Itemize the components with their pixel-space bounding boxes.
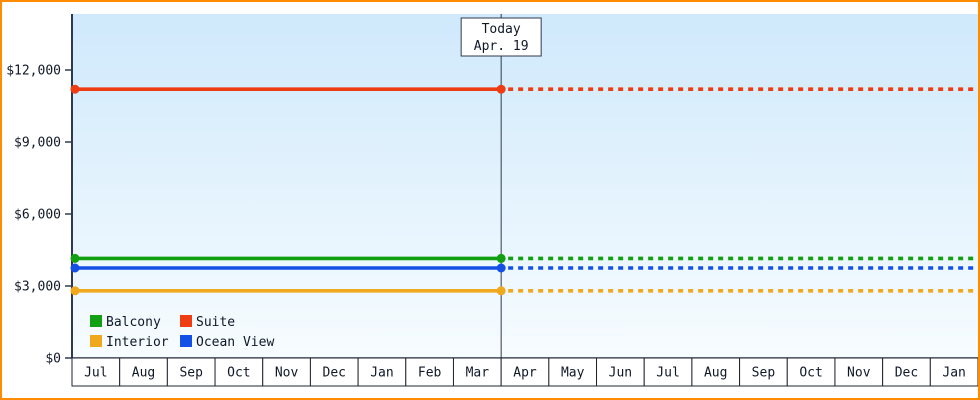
month-label: Jan: [370, 366, 393, 381]
month-cell: [548, 357, 598, 387]
month-cell: [452, 357, 502, 387]
month-label: Jun: [609, 366, 632, 381]
month-label: Aug: [132, 366, 155, 381]
legend-swatch-ocean-view: [180, 335, 192, 347]
series-today-dot-balcony: [496, 253, 506, 263]
series-start-dot-ocean-view: [70, 263, 80, 273]
series-start-dot-suite: [70, 84, 80, 94]
month-cell: [739, 357, 788, 387]
month-cell: [214, 357, 264, 387]
y-axis-label: $12,000: [6, 64, 61, 79]
month-label: Nov: [847, 366, 871, 381]
month-cell: [357, 357, 407, 387]
month-cell: [119, 357, 168, 387]
series-start-dot-balcony: [70, 253, 80, 263]
legend-label-interior: Interior: [106, 335, 169, 350]
month-label: Jul: [656, 366, 679, 381]
month-cell: [596, 357, 645, 387]
month-label: Jul: [84, 366, 107, 381]
month-cell: [262, 357, 311, 387]
month-label: Nov: [275, 366, 299, 381]
month-cell: [786, 357, 836, 387]
month-label: Feb: [418, 366, 442, 381]
month-label: Dec: [895, 366, 918, 381]
series-start-dot-interior: [70, 286, 80, 296]
month-cell: [166, 357, 216, 387]
legend-swatch-suite: [180, 315, 192, 327]
month-label: Oct: [799, 366, 822, 381]
month-label: Jan: [942, 366, 965, 381]
y-axis-label: $9,000: [14, 136, 61, 151]
month-cell: [309, 357, 359, 387]
legend-label-suite: Suite: [196, 315, 235, 330]
month-label: Dec: [323, 366, 346, 381]
month-label: Apr: [513, 366, 537, 381]
plot-area: [72, 14, 978, 358]
month-cell: [929, 357, 978, 387]
month-cell: [405, 357, 454, 387]
month-label: Oct: [227, 366, 250, 381]
month-label: Sep: [179, 366, 203, 381]
month-cell: [500, 357, 550, 387]
series-today-dot-interior: [496, 286, 506, 296]
month-label: Sep: [752, 366, 776, 381]
legend-label-ocean-view: Ocean View: [196, 335, 274, 350]
series-today-dot-ocean-view: [496, 263, 506, 273]
series-today-dot-suite: [496, 84, 506, 94]
legend-label-balcony: Balcony: [106, 315, 161, 330]
month-label: Aug: [704, 366, 727, 381]
month-label: May: [561, 366, 585, 381]
y-axis-label: $0: [45, 352, 61, 367]
y-axis-label: $3,000: [14, 280, 61, 295]
legend-swatch-interior: [90, 335, 102, 347]
month-label: Mar: [466, 366, 490, 381]
y-axis-label: $6,000: [14, 208, 61, 223]
legend-swatch-balcony: [90, 315, 102, 327]
today-callout-title: Today: [482, 22, 521, 37]
today-callout-box: [460, 17, 542, 57]
today-callout-date: Apr. 19: [474, 39, 529, 54]
